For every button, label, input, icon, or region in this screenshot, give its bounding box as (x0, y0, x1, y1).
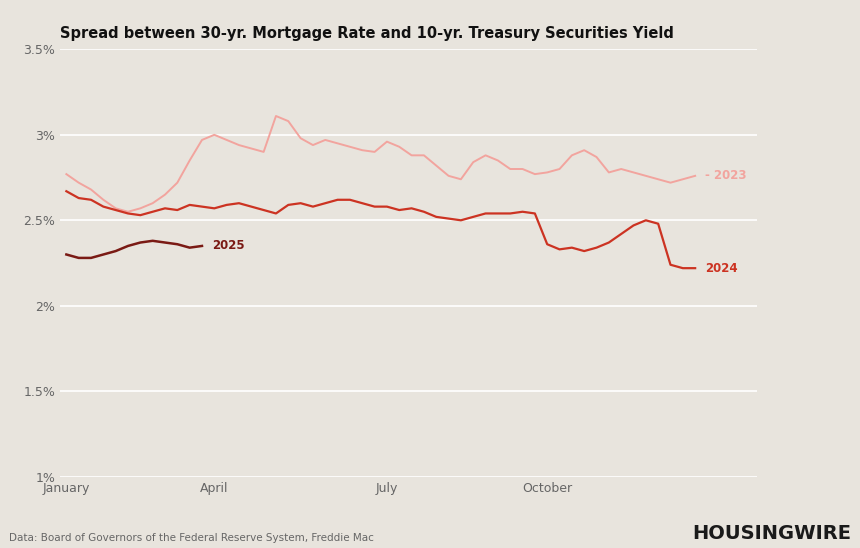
Text: Data: Board of Governors of the Federal Reserve System, Freddie Mac: Data: Board of Governors of the Federal … (9, 533, 373, 543)
Text: 2024: 2024 (705, 261, 738, 275)
Text: - 2023: - 2023 (705, 169, 746, 182)
Text: HOUSINGWIRE: HOUSINGWIRE (692, 523, 851, 543)
Text: Spread between 30-yr. Mortgage Rate and 10-yr. Treasury Securities Yield: Spread between 30-yr. Mortgage Rate and … (60, 26, 674, 41)
Text: 2025: 2025 (212, 239, 244, 253)
